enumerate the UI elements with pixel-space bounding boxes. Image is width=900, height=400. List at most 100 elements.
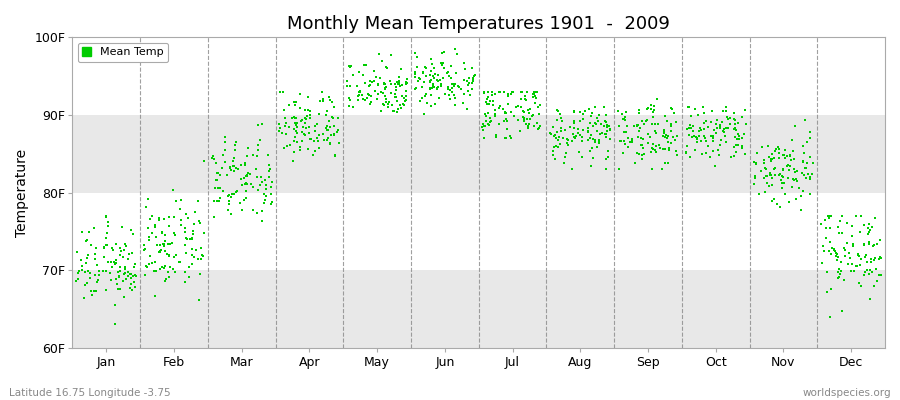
Point [310,135,324,141]
Point [496,106,510,112]
Point [475,124,490,131]
Point [319,112,333,118]
Point [575,115,590,122]
Point [477,110,491,117]
Point [613,138,627,144]
Point [90,262,104,268]
Point [191,197,205,204]
Point [324,132,338,138]
Point [697,126,711,132]
Point [168,198,183,204]
Point [235,182,249,189]
Point [124,227,139,234]
Point [108,261,122,268]
Point [630,150,644,156]
Point [438,90,453,97]
Point [166,230,181,237]
Point [128,272,142,278]
Point [533,102,547,108]
Point [698,150,713,156]
Point [290,124,304,130]
Point [137,247,151,253]
Point [389,84,403,90]
Point [288,120,302,126]
Point [803,174,817,180]
Point [831,254,845,260]
Point [782,152,796,158]
Point [217,147,231,154]
Point [482,114,497,121]
Point [499,110,513,116]
Point [188,209,202,215]
Point [485,102,500,108]
Point [658,146,672,152]
Point [293,90,308,97]
Point [772,150,787,156]
Point [308,123,322,130]
Point [364,78,379,85]
Point [782,198,796,205]
Point [210,170,224,176]
Point [532,124,546,131]
Point [475,127,490,134]
Point [227,168,241,175]
Point [738,107,752,114]
Point [709,129,724,136]
Point [599,112,614,118]
Point [143,253,157,260]
Point [616,138,631,144]
Point [447,102,462,109]
Point [615,111,629,118]
Point [418,91,433,97]
Point [300,112,314,119]
Point [788,169,802,175]
Point [588,139,602,146]
Point [520,88,535,95]
Point [235,207,249,214]
Point [162,214,176,221]
Point [500,125,514,132]
Point [834,258,849,265]
Bar [73,115,885,192]
Point [849,212,863,219]
Point [454,86,469,93]
Point [760,142,775,149]
Point [862,271,877,277]
Point [520,116,535,122]
Point [769,145,783,152]
Point [419,65,434,71]
Point [824,212,838,219]
Point [551,144,565,150]
Point [719,125,733,131]
Point [88,250,103,257]
Point [717,133,732,139]
Point [244,181,258,188]
Point [507,113,521,119]
Point [842,261,856,267]
Point [831,269,845,276]
Point [388,94,402,100]
Point [665,106,680,112]
Point [816,242,831,249]
Point [80,280,94,286]
Point [704,118,718,125]
Point [498,108,512,115]
Point [285,158,300,164]
Point [717,128,732,135]
Point [773,177,788,184]
Point [708,121,723,127]
Point [208,184,222,191]
Point [342,97,356,103]
Point [625,136,639,142]
Point [688,147,702,154]
Point [399,92,413,99]
Point [500,93,515,99]
Point [683,113,698,120]
Point [161,274,176,281]
Point [667,110,681,116]
Point [704,133,718,140]
Point [325,114,339,120]
Point [273,125,287,131]
Point [492,121,507,128]
Point [248,166,263,172]
